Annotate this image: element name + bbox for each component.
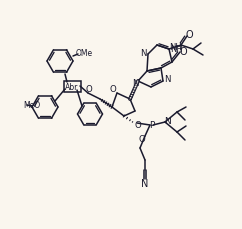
Text: O: O: [86, 85, 92, 94]
Text: OMe: OMe: [76, 49, 93, 58]
Text: N: N: [132, 78, 138, 87]
Text: MeO: MeO: [23, 101, 40, 110]
Text: N: N: [140, 49, 146, 58]
Text: N: N: [165, 117, 171, 126]
Text: N: N: [141, 178, 149, 188]
Text: O: O: [179, 47, 187, 57]
Text: NH: NH: [170, 43, 182, 52]
Text: Abr: Abr: [65, 82, 79, 91]
Text: O: O: [185, 30, 193, 40]
FancyBboxPatch shape: [63, 81, 81, 92]
Text: N: N: [164, 75, 170, 84]
Text: O: O: [135, 121, 141, 130]
Text: O: O: [110, 85, 116, 94]
Text: P: P: [149, 121, 155, 130]
Text: O: O: [139, 135, 145, 144]
Text: NH: NH: [171, 44, 183, 53]
